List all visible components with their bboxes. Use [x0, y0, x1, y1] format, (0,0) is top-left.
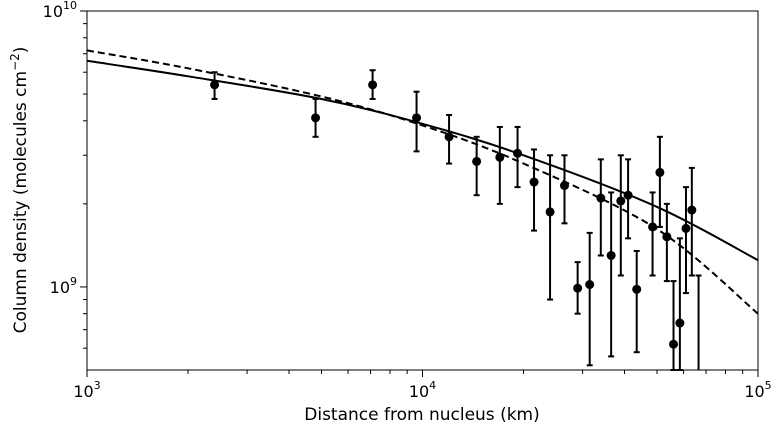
x-tick-exponent: 4 [429, 379, 436, 392]
data-point [681, 223, 691, 233]
data-point [529, 177, 539, 187]
data-point [585, 280, 595, 290]
data-point [495, 152, 505, 162]
model-curves [86, 49, 759, 315]
data-point [669, 339, 679, 349]
data-point [472, 156, 482, 166]
data-point [675, 318, 685, 328]
data-point [210, 80, 220, 90]
data-point [655, 167, 665, 177]
x-tick-label: 105 [744, 379, 771, 401]
data-point [444, 132, 454, 142]
y-axis-label-prefix: Column density (molecules cm [11, 71, 31, 334]
data-point [596, 193, 606, 203]
data-point [632, 284, 642, 294]
y-tick-base: 10 [43, 2, 63, 21]
data-point [687, 205, 697, 215]
data-points [210, 80, 697, 349]
data-point [368, 80, 378, 90]
x-tick-base: 10 [73, 382, 93, 401]
x-tick-label: 104 [409, 379, 436, 401]
data-point [412, 113, 422, 123]
data-point [648, 222, 658, 232]
data-point [606, 250, 616, 260]
model-curve-dashed [86, 49, 759, 315]
data-point [559, 181, 569, 191]
data-point [662, 232, 672, 242]
y-axis-label: Column density (molecules cm−2) [8, 47, 31, 334]
x-axis-ticks: 103 104 105 [73, 370, 772, 401]
data-point [513, 148, 523, 158]
model-curve-solid [86, 59, 759, 262]
x-tick-exponent: 3 [94, 379, 101, 392]
y-tick-label: 109 [50, 275, 77, 297]
y-tick-base: 10 [50, 278, 70, 297]
y-tick-label: 1010 [43, 0, 77, 21]
x-axis-label: Distance from nucleus (km) [304, 405, 540, 425]
x-tick-label: 103 [73, 379, 100, 401]
x-tick-base: 10 [409, 382, 429, 401]
data-point [573, 283, 583, 293]
plot-frame [86, 10, 759, 371]
x-tick-base: 10 [744, 382, 764, 401]
data-point [616, 196, 626, 206]
y-axis-label-suffix: ) [11, 47, 31, 54]
y-axis-label-exponent: −2 [8, 53, 22, 71]
y-tick-exponent: 9 [70, 275, 77, 288]
y-tick-exponent: 10 [63, 0, 77, 12]
x-tick-exponent: 5 [765, 379, 772, 392]
data-point [623, 190, 633, 200]
data-point [311, 113, 321, 123]
data-point [545, 207, 555, 217]
error-bars [211, 69, 702, 371]
